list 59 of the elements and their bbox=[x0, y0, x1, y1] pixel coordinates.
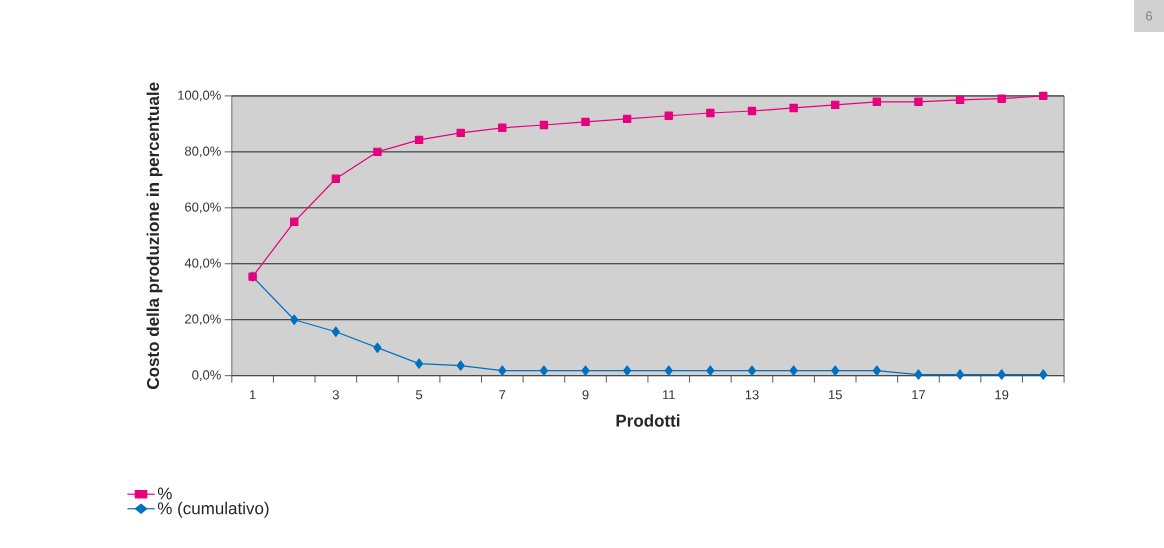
point bbox=[706, 109, 715, 118]
legend-label: % bbox=[157, 487, 172, 500]
point bbox=[331, 326, 340, 338]
point bbox=[664, 365, 673, 377]
point bbox=[706, 365, 715, 377]
legend-label: % (cumulativo) bbox=[157, 502, 269, 518]
point bbox=[997, 94, 1006, 104]
point bbox=[498, 123, 507, 133]
point bbox=[1039, 91, 1048, 101]
x-tick-label: 3 bbox=[332, 390, 339, 400]
point bbox=[789, 365, 798, 377]
point bbox=[539, 365, 548, 377]
point bbox=[331, 174, 341, 184]
point bbox=[747, 365, 757, 377]
point bbox=[956, 369, 965, 380]
point bbox=[914, 369, 923, 380]
x-tick-label: 7 bbox=[499, 390, 506, 400]
point bbox=[373, 147, 382, 157]
x-tick-label: 1 bbox=[249, 390, 256, 400]
point bbox=[831, 365, 840, 377]
x-tick-label: 15 bbox=[828, 390, 842, 400]
point bbox=[664, 111, 673, 121]
point bbox=[415, 358, 424, 370]
point bbox=[997, 369, 1006, 380]
point bbox=[414, 135, 424, 145]
point bbox=[498, 365, 507, 377]
point bbox=[539, 121, 549, 130]
point bbox=[622, 114, 632, 124]
point bbox=[290, 217, 299, 227]
point bbox=[955, 95, 965, 105]
y-tick-label: 0,0% bbox=[192, 370, 221, 382]
point bbox=[373, 342, 382, 354]
point bbox=[789, 103, 798, 113]
point bbox=[831, 100, 840, 110]
x-tick-label: 5 bbox=[415, 390, 423, 400]
point bbox=[1039, 369, 1048, 380]
point bbox=[914, 97, 923, 107]
x-tick-label: 17 bbox=[912, 390, 925, 400]
y-axis-title: Costo della produzione in percentuale bbox=[146, 82, 163, 390]
point bbox=[623, 365, 632, 377]
point bbox=[872, 365, 881, 377]
y-tick-label: 100,0% bbox=[178, 90, 221, 102]
x-tick-label: 9 bbox=[582, 390, 589, 400]
x-axis-title: Prodotti bbox=[616, 414, 680, 427]
x-tick-label: 11 bbox=[663, 390, 675, 400]
point bbox=[872, 97, 882, 107]
x-tick-label: 13 bbox=[745, 390, 759, 400]
text: 6 bbox=[1146, 11, 1153, 21]
y-tick-label: 60,0% bbox=[185, 202, 221, 214]
y-tick-label: 20,0% bbox=[185, 314, 221, 326]
point bbox=[290, 314, 299, 326]
x-tick-label: 19 bbox=[995, 390, 1009, 400]
y-tick-label: 40,0% bbox=[184, 258, 221, 270]
point bbox=[581, 365, 590, 377]
point bbox=[581, 117, 590, 127]
point bbox=[456, 128, 465, 138]
point bbox=[747, 107, 757, 116]
y-tick-label: 80,0% bbox=[185, 146, 221, 158]
point bbox=[456, 360, 465, 372]
